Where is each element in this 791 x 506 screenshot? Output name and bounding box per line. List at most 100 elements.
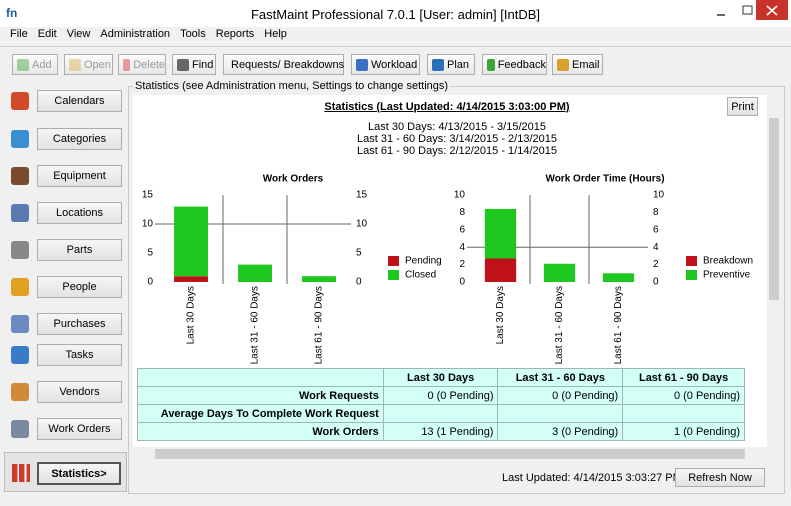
toolbar-label: Requests/ Breakdowns	[231, 58, 345, 71]
y2-tick-label: 8	[653, 207, 659, 218]
row-label: Work Requests	[137, 386, 384, 405]
y-tick-label: 2	[459, 259, 465, 270]
y2-tick-label: 0	[356, 277, 362, 288]
x-tick-label: Last 61 - 90 Days	[314, 286, 325, 364]
toolbar-label: Open	[84, 58, 111, 71]
window-title: FastMaint Professional 7.0.1 [User: admi…	[250, 7, 540, 22]
menu-item[interactable]: Administration	[100, 28, 171, 40]
menu-item[interactable]: Reports	[215, 28, 255, 40]
sidebar-button[interactable]: Categories	[37, 128, 122, 150]
toolbar-button[interactable]: Find	[172, 54, 216, 75]
toolbar-button[interactable]: Email	[552, 54, 603, 75]
value-cell: 1 (0 Pending)	[622, 422, 745, 441]
value-cell: 0 (0 Pending)	[497, 386, 624, 405]
y-tick-label: 10	[142, 219, 154, 230]
toolbar-button: Add	[12, 54, 58, 75]
sidebar-icon	[11, 383, 29, 401]
menu-item[interactable]: Edit	[37, 28, 57, 40]
sidebar-icon	[11, 130, 29, 148]
maximize[interactable]	[742, 5, 753, 15]
table-row: Average Days To Complete Work Request	[137, 404, 745, 423]
bar-segment	[302, 276, 336, 282]
y-tick-label: 5	[147, 248, 153, 259]
x-tick-label: Last 30 Days	[186, 286, 197, 344]
status-text: Last Updated: 4/14/2015 3:03:27 PM	[502, 472, 682, 484]
table-wrap: Last 30 Days Last 31 - 60 Days Last 61 - 9…	[137, 368, 745, 447]
toolbar-label: Email	[572, 58, 600, 71]
sidebar-button[interactable]: Work Orders	[37, 418, 122, 440]
legend-swatch	[686, 270, 697, 280]
y-tick-label: 6	[459, 224, 465, 235]
toolbar-button[interactable]: Plan	[427, 54, 475, 75]
menu-item[interactable]: View	[66, 28, 91, 40]
bar-segment	[602, 273, 635, 282]
menu-item[interactable]: File	[10, 28, 28, 40]
app-icon: fn	[6, 6, 18, 20]
sidebar-button-active[interactable]: Statistics>	[37, 462, 121, 485]
toolbar-label: Add	[32, 58, 52, 71]
sidebar-icon	[11, 315, 29, 333]
y2-tick-label: 6	[653, 224, 659, 235]
row-label: Work Orders	[137, 422, 384, 441]
y2-tick-label: 15	[356, 190, 368, 201]
toolbar-button[interactable]: Requests/ Breakdowns	[223, 54, 344, 75]
y2-tick-label: 0	[653, 277, 659, 288]
v-scrollbar[interactable]	[767, 95, 781, 447]
sidebar-button[interactable]: Locations	[37, 202, 122, 224]
bar-segment	[174, 206, 208, 277]
refresh-button[interactable]: Refresh Now	[675, 468, 765, 487]
y2-tick-label: 2	[653, 259, 659, 270]
y-tick-label: 10	[454, 190, 466, 201]
bar-segment	[174, 276, 208, 282]
table-header-row: Last 30 Days Last 31 - 60 Days Last 61 - 9…	[137, 368, 745, 387]
y2-tick-label: 10	[356, 219, 368, 230]
group-box	[128, 86, 785, 494]
sidebar-button[interactable]: People	[37, 276, 122, 298]
header-cell: Last 30 Days	[382, 368, 499, 387]
toolbar-button: Delete	[118, 54, 166, 75]
toolbar-button[interactable]: Feedback	[482, 54, 547, 75]
bar-segment	[484, 258, 517, 282]
sidebar-button[interactable]: Purchases	[37, 313, 122, 335]
x-tick-label: Last 61 - 90 Days	[613, 286, 624, 364]
value-cell: 13 (1 Pending)	[382, 422, 499, 441]
sidebar-icon	[11, 92, 29, 110]
h-scrollbar[interactable]	[133, 447, 767, 461]
legend-swatch	[388, 270, 399, 280]
toolbar-label: Workload	[371, 58, 418, 71]
bar-segment	[543, 263, 576, 282]
legend-swatch	[388, 256, 399, 266]
title-bar	[0, 0, 791, 27]
value-cell: 0 (0 Pending)	[382, 386, 499, 405]
sidebar-icon	[11, 167, 29, 185]
header-cell	[137, 368, 384, 387]
toolbar-label: Feedback	[497, 58, 546, 71]
sidebar-icon	[12, 464, 30, 482]
y2-tick-label: 5	[356, 248, 362, 259]
sidebar-button[interactable]: Tasks	[37, 344, 122, 366]
menu-item[interactable]: Help	[264, 28, 287, 40]
legend-swatch	[686, 256, 697, 266]
stats-table: Last 30 Days Last 31 - 60 Days Last 61 - 9…	[137, 368, 745, 441]
sidebar-icon	[11, 241, 29, 259]
scroll-thumb[interactable]	[155, 449, 745, 459]
toolbar-button[interactable]: Workload	[351, 54, 420, 75]
sidebar-button[interactable]: Calendars	[37, 90, 122, 112]
window-controls	[717, 0, 788, 20]
table-row: Work Requests 0 (0 Pending) 0 (0 Pending) 0…	[137, 386, 745, 405]
value-cell	[622, 404, 745, 423]
y-tick-label: 0	[147, 277, 153, 288]
sidebar-button[interactable]: Equipment	[37, 165, 122, 187]
date-range: Last 30 Days: 4/13/2015 - 3/15/2015	[368, 121, 546, 133]
group-caption: Statistics (see Administration menu, Set…	[133, 80, 451, 92]
scroll-thumb[interactable]	[769, 118, 779, 300]
sidebar-icon	[11, 278, 29, 296]
sidebar-icon	[11, 204, 29, 222]
menu-item[interactable]: Tools	[180, 28, 206, 40]
header-cell: Last 31 - 60 Days	[497, 368, 624, 387]
bar-segment	[484, 208, 517, 259]
sidebar-button[interactable]: Parts	[37, 239, 122, 261]
date-range: Last 31 - 60 Days: 3/14/2015 - 2/13/2015	[357, 133, 557, 145]
print-button[interactable]: Print	[727, 97, 758, 116]
sidebar-button[interactable]: Vendors	[37, 381, 122, 403]
